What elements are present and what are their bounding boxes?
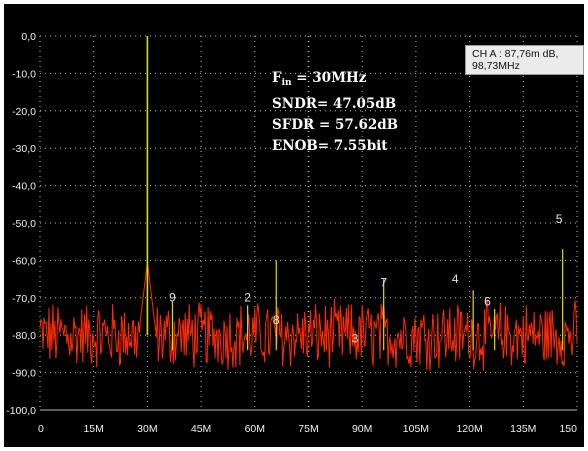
y-tick-label: -60,0 [12, 255, 36, 267]
fin-value: = 30MHz [296, 70, 367, 86]
y-tick-label: -50,0 [12, 218, 36, 230]
x-tick-label: 105M [403, 423, 429, 435]
harmonic-label: 4 [452, 272, 459, 286]
harmonic-label: 5 [556, 212, 563, 226]
x-tick-label: 135M [510, 423, 536, 435]
grid [39, 35, 578, 411]
harmonic-labels: 9 2 8 3 7 4 6 5 [169, 212, 563, 346]
x-tick-label: 60M [245, 423, 265, 435]
sfdr-line: SFDR = 57.62dB [272, 117, 399, 133]
y-tick-label: -80,0 [12, 330, 36, 342]
spectrum-display: 0,0 -10,0 -20,0 -30,0 -40,0 -50,0 -60,0 -70,0 -8… [4, 4, 584, 447]
x-tick-label: 0 [38, 423, 44, 435]
harmonic-label: 6 [484, 294, 491, 308]
x-tick-label: 15M [83, 423, 103, 435]
y-axis-ticks: 0,0 -10,0 -20,0 -30,0 -40,0 -50,0 -60,0 -70,0 -8… [6, 31, 36, 417]
x-tick-label: 45M [191, 423, 211, 435]
y-tick-label: -20,0 [12, 106, 36, 118]
sndr-line: SNDR= 47.05dB [272, 96, 397, 112]
harmonic-label: 3 [352, 332, 359, 346]
marker-readout: CH A : 87,76m dB, 98,73MHz [465, 45, 584, 75]
fin-line: Fin = 30MHz [272, 68, 398, 94]
y-tick-label: 0,0 [21, 31, 36, 43]
x-tick-label: 30M [137, 423, 157, 435]
harmonic-label: 2 [244, 291, 251, 305]
spectrum-trace [39, 261, 578, 372]
noise-floor-trace [39, 261, 578, 372]
measurement-annotations: Fin = 30MHz SNDR= 47.05dB SFDR = 57.62dB… [272, 68, 398, 157]
x-tick-label: 150 [559, 423, 577, 435]
y-tick-label: -100,0 [6, 405, 36, 417]
spur-lines [146, 36, 564, 351]
harmonic-label: 9 [169, 291, 176, 305]
x-tick-label: 90M [352, 423, 372, 435]
x-axis-ticks: 0 15M 30M 45M 60M 75M 90M 105M 120M 135M 150 [38, 423, 577, 435]
harmonic-label: 8 [273, 313, 280, 327]
y-tick-label: -70,0 [12, 293, 36, 305]
enob-line: ENOB= 7.55bit [272, 138, 388, 154]
y-tick-label: -90,0 [12, 368, 36, 380]
x-tick-label: 120M [456, 423, 482, 435]
x-tick-label: 75M [298, 423, 318, 435]
fft-spectrum-plot: 0,0 -10,0 -20,0 -30,0 -40,0 -50,0 -60,0 -70,0 -8… [6, 31, 578, 435]
y-tick-label: -30,0 [12, 143, 36, 155]
harmonic-label: 7 [380, 276, 387, 290]
y-tick-label: -10,0 [12, 68, 36, 80]
fin-prefix: F [272, 70, 282, 86]
y-tick-label: -40,0 [12, 181, 36, 193]
fin-subscript: in [281, 78, 292, 88]
